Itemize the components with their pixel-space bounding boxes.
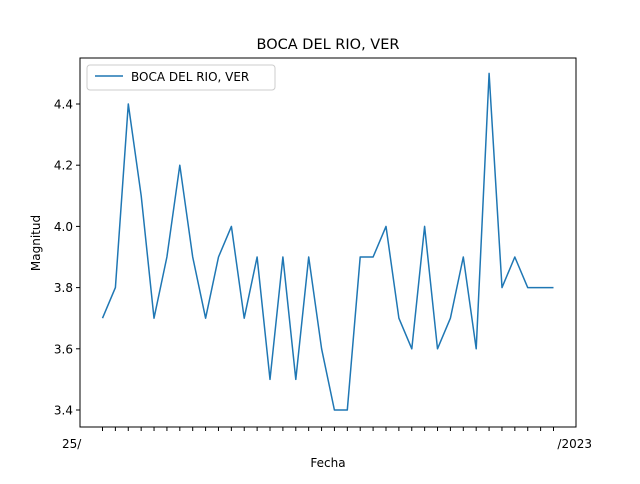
legend: BOCA DEL RIO, VER	[86, 64, 276, 91]
y-tick-label: 3.4	[54, 404, 73, 418]
plot-area-frame	[79, 57, 577, 428]
x-tick-label: 25/	[62, 437, 82, 451]
y-axis-ticks: 3.4 3.6 3.8 4.0 4.2 4.4	[54, 98, 80, 418]
legend-box	[86, 64, 276, 91]
y-tick-label: 3.8	[54, 281, 73, 295]
y-axis-label: Magnitud	[29, 215, 43, 271]
x-axis-label: Fecha	[310, 456, 345, 470]
x-tick-label: /2023	[557, 437, 592, 451]
y-tick-label: 4.2	[54, 159, 73, 173]
chart-title: BOCA DEL RIO, VER	[257, 37, 400, 53]
y-tick-label: 4.4	[54, 98, 73, 112]
series-line	[101, 72, 554, 411]
y-tick-label: 4.0	[54, 220, 73, 234]
y-tick-label: 3.6	[54, 342, 73, 356]
series-layer	[101, 72, 554, 411]
x-axis-ticks: 25/ /2023	[62, 427, 592, 451]
legend-entry-label: BOCA DEL RIO, VER	[131, 70, 249, 84]
